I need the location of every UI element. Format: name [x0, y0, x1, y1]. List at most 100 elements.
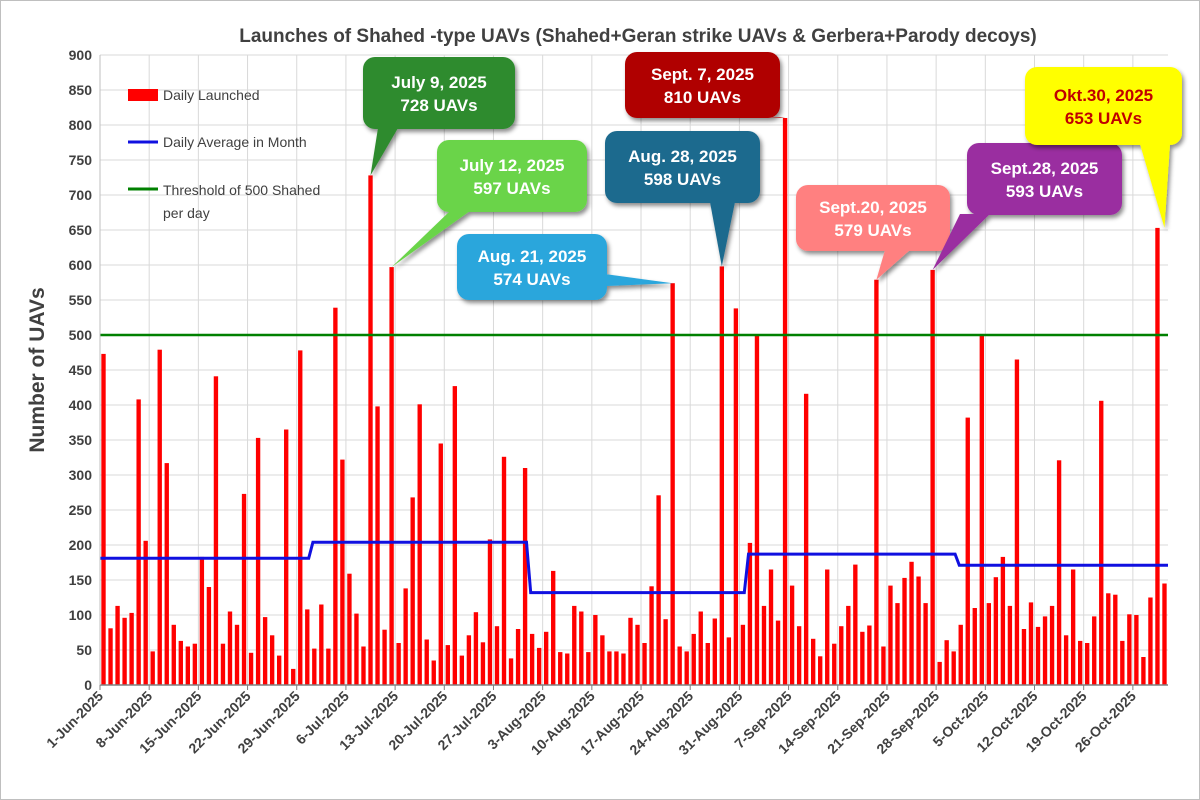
callout-date-6: Sept.28, 2025: [991, 159, 1099, 178]
bar-day-19: [234, 624, 240, 685]
x-axis: [99, 55, 1168, 686]
bar-day-101: [810, 638, 816, 685]
callout-box-7: [1025, 67, 1182, 145]
bar-day-2: [115, 605, 120, 685]
bar-day-97: [782, 118, 788, 685]
bar-day-76: [635, 624, 640, 685]
reference-lines: [100, 333, 1168, 595]
bar-day-53: [473, 612, 479, 685]
callout-2: [457, 234, 673, 300]
bar-day-29: [305, 609, 310, 685]
bar-day-142: [1099, 400, 1104, 685]
y-tick-550: 550: [69, 292, 93, 308]
bar-day-52: [466, 635, 472, 685]
bar-day-28: [298, 350, 303, 685]
bar-day-27: [291, 668, 296, 685]
y-tick-450: 450: [69, 362, 93, 378]
bar-day-112: [888, 585, 893, 685]
bar-day-138: [1070, 569, 1076, 685]
bar-day-104: [832, 643, 837, 685]
bar-day-102: [818, 656, 823, 685]
callout-box-0: [363, 57, 515, 129]
bar-day-23: [262, 617, 268, 685]
callout-tail-1: [391, 211, 470, 268]
bar-day-133: [1035, 626, 1041, 685]
bar-day-39: [375, 406, 380, 685]
bar-day-95: [768, 569, 774, 685]
bar-day-21: [248, 652, 254, 685]
bar-day-134: [1042, 616, 1048, 685]
y-tick-850: 850: [69, 82, 93, 98]
callout-count-3: 598 UAVs: [644, 170, 721, 189]
bar-day-55: [487, 539, 493, 685]
bar-day-144: [1113, 594, 1118, 685]
bar-day-135: [1049, 605, 1055, 685]
y-tick-800: 800: [69, 117, 93, 133]
bar-day-67: [572, 605, 577, 685]
bar-day-100: [803, 393, 809, 685]
bar-day-4: [129, 612, 134, 685]
bar-day-98: [789, 585, 795, 685]
callout-box-2: [457, 234, 607, 300]
callout-date-5: Sept.20, 2025: [819, 198, 927, 217]
bar-day-30: [312, 648, 317, 685]
bar-day-6: [143, 540, 148, 685]
bar-day-42: [396, 643, 401, 685]
callout-count-5: 579 UAVs: [834, 221, 911, 240]
y-tick-500: 500: [69, 327, 93, 343]
legend-label-daily-average: Daily Average in Month: [163, 134, 307, 150]
bar-day-85: [698, 611, 703, 685]
bar-day-73: [614, 651, 619, 685]
bar-day-94: [761, 605, 767, 685]
bar-day-63: [543, 631, 549, 685]
y-tick-300: 300: [69, 467, 93, 483]
bar-day-43: [403, 588, 408, 685]
callout-4: [625, 52, 786, 118]
bar-day-50: [452, 386, 458, 685]
bar-day-46: [424, 639, 429, 685]
bar-day-68: [579, 611, 584, 685]
bar-day-40: [382, 629, 387, 685]
bar-day-10: [171, 624, 176, 685]
bar-day-37: [361, 646, 366, 685]
bar-day-151: [1162, 583, 1167, 685]
bar-day-137: [1063, 635, 1069, 685]
chart-title: Launches of Shahed -type UAVs (Shahed+Ge…: [239, 26, 1037, 47]
bar-day-16: [213, 376, 219, 685]
bar-day-51: [459, 655, 465, 685]
bar-day-17: [220, 643, 226, 685]
callout-0: [363, 57, 515, 176]
bar-day-110: [874, 279, 879, 685]
bar-day-32: [326, 648, 331, 685]
callout-count-6: 593 UAVs: [1006, 182, 1083, 201]
callout-3: [605, 131, 760, 267]
bar-day-18: [227, 611, 233, 685]
bar-day-65: [558, 652, 563, 685]
bar-day-25: [276, 655, 282, 685]
y-axis-label: Number of UAVs: [26, 287, 49, 452]
callout-tail-3: [710, 202, 735, 267]
bar-day-78: [649, 586, 654, 685]
bar-day-81: [670, 283, 675, 685]
bar-day-82: [677, 646, 682, 685]
bar-day-121: [951, 651, 956, 685]
bar-day-96: [775, 620, 781, 685]
callout-count-0: 728 UAVs: [400, 96, 477, 115]
callout-tail-2: [590, 272, 673, 286]
bar-day-35: [347, 573, 352, 685]
callout-count-1: 597 UAVs: [473, 179, 550, 198]
callout-count-7: 653 UAVs: [1065, 109, 1142, 128]
bar-day-57: [501, 456, 507, 685]
bar-day-71: [600, 635, 605, 685]
bar-day-54: [480, 642, 486, 685]
bar-day-12: [185, 646, 191, 685]
bar-day-58: [508, 658, 514, 685]
bar-day-107: [853, 564, 858, 685]
bar-day-48: [438, 443, 443, 685]
bar-day-49: [445, 645, 450, 685]
bar-day-116: [916, 576, 921, 685]
bar-day-108: [860, 631, 865, 685]
bar-day-140: [1085, 643, 1090, 685]
callout-box-6: [967, 143, 1122, 215]
